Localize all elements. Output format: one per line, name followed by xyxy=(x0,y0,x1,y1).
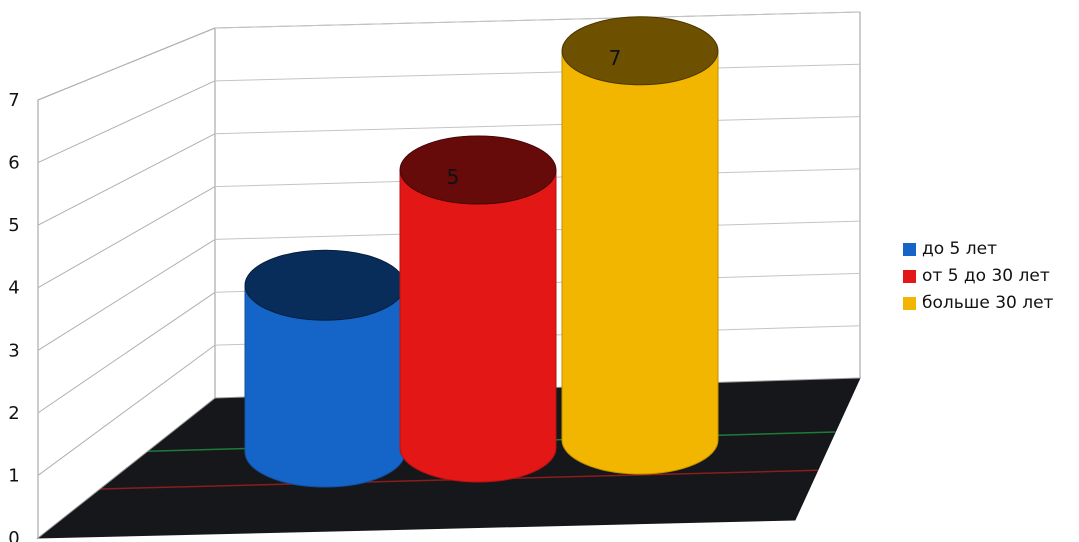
legend-item-1: до 5 лет xyxy=(903,236,1053,263)
gridline-back xyxy=(214,11,861,29)
cylinder-top-2 xyxy=(399,135,557,205)
legend-swatch-1 xyxy=(903,243,916,256)
gridline-side xyxy=(37,80,216,164)
y-tick-label: 3 xyxy=(8,340,19,361)
gridline-side xyxy=(37,186,216,289)
legend-item-3: больше 30 лет xyxy=(903,290,1053,317)
cylinder-body-2 xyxy=(399,169,557,483)
cylinder-body-1 xyxy=(244,284,406,488)
y-tick-label: 0 xyxy=(8,528,19,542)
gridline-side xyxy=(37,27,216,101)
legend-swatch-2 xyxy=(903,270,916,283)
gridline-back xyxy=(214,63,861,82)
y-tick-label: 6 xyxy=(8,153,19,174)
cylinder-body-3 xyxy=(561,50,719,475)
legend-item-2: от 5 до 30 лет xyxy=(903,263,1053,290)
gridline-side xyxy=(37,291,216,414)
data-label-3: 7 xyxy=(609,46,622,70)
data-label-2: 5 xyxy=(447,165,460,189)
cylinder-top-1 xyxy=(244,249,406,321)
cylinder-top-3 xyxy=(561,16,719,86)
legend-swatch-3 xyxy=(903,297,916,310)
y-tick-label: 7 xyxy=(8,90,19,111)
y-tick-label: 5 xyxy=(8,215,19,236)
gridline-side xyxy=(37,133,216,226)
y-tick-label: 2 xyxy=(8,403,19,424)
y-tick-label: 1 xyxy=(8,465,19,486)
legend-label-1: до 5 лет xyxy=(922,239,998,259)
legend: до 5 лет от 5 до 30 лет больше 30 лет xyxy=(903,236,1053,317)
gridline-side xyxy=(37,344,216,476)
gridline-side xyxy=(37,239,216,351)
legend-label-2: от 5 до 30 лет xyxy=(922,266,1050,286)
y-tick-label: 4 xyxy=(8,278,19,299)
gridline-back xyxy=(214,116,861,135)
legend-label-3: больше 30 лет xyxy=(922,293,1054,313)
